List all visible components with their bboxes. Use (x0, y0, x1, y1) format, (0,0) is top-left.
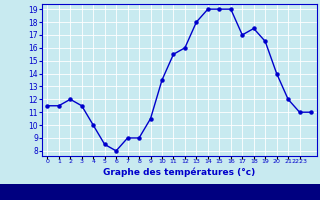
X-axis label: Graphe des températures (°c): Graphe des températures (°c) (103, 167, 255, 177)
